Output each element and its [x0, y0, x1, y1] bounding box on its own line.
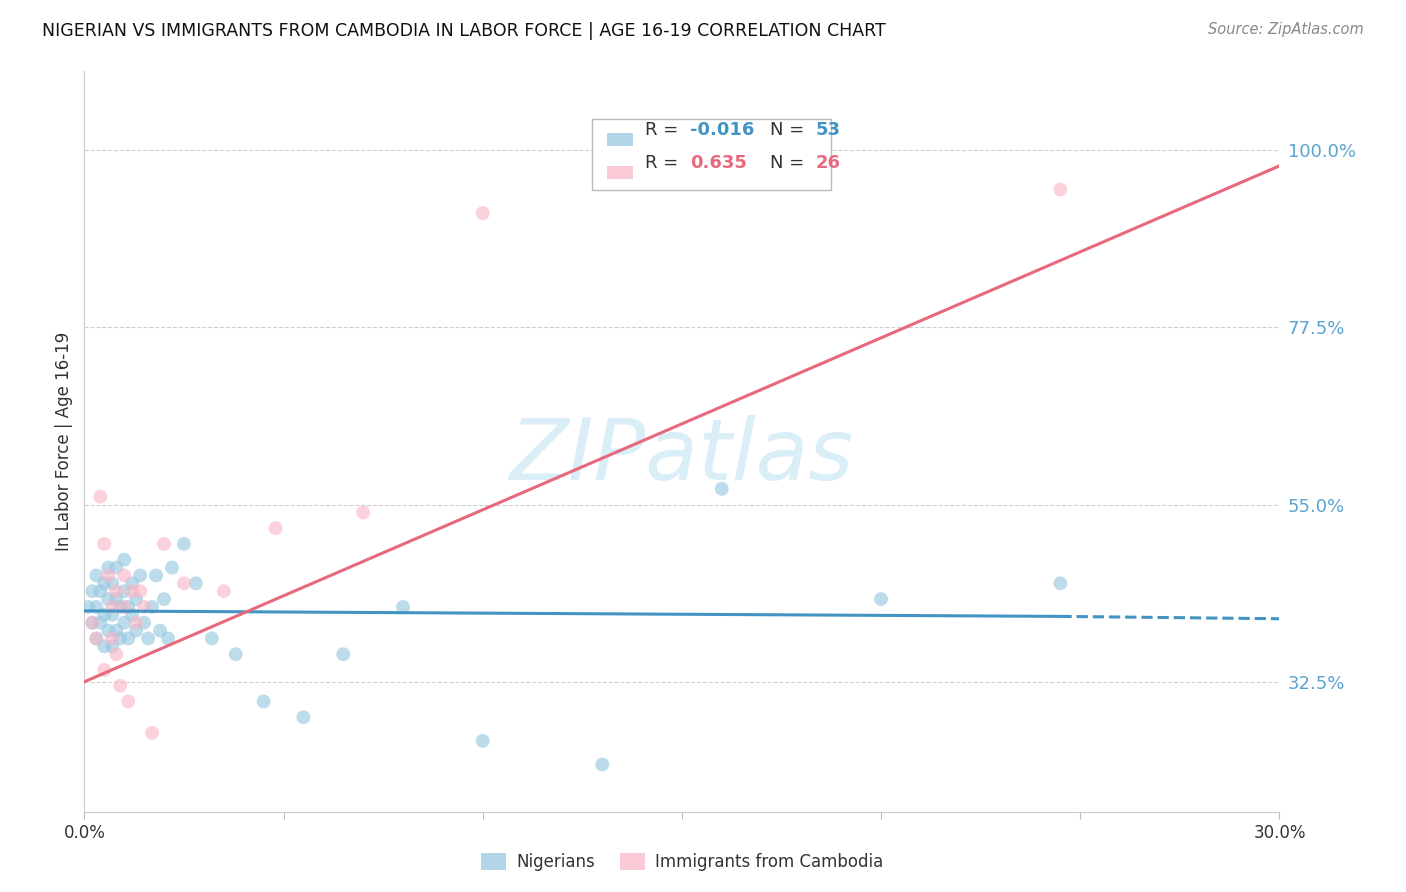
- Point: [86, 599, 108, 614]
- Point: [292, 710, 315, 724]
- Point: [870, 592, 893, 607]
- Point: [591, 757, 613, 772]
- Point: [201, 632, 224, 646]
- Point: [471, 734, 494, 748]
- Point: [352, 505, 374, 519]
- Point: [145, 568, 167, 582]
- Text: N =: N =: [770, 154, 810, 172]
- Point: [89, 615, 111, 630]
- Legend: Nigerians, Immigrants from Cambodia: Nigerians, Immigrants from Cambodia: [474, 846, 890, 878]
- Point: [173, 537, 195, 551]
- Point: [112, 584, 135, 599]
- Point: [97, 624, 120, 638]
- Point: [471, 206, 494, 220]
- Point: [101, 599, 124, 614]
- Point: [105, 584, 128, 599]
- Point: [157, 632, 180, 646]
- Point: [101, 576, 124, 591]
- Point: [101, 640, 124, 654]
- Point: [97, 568, 120, 582]
- Text: ZIPatlas: ZIPatlas: [510, 415, 853, 498]
- Point: [101, 607, 124, 622]
- Text: R =: R =: [645, 154, 689, 172]
- Text: N =: N =: [770, 121, 810, 139]
- Text: R =: R =: [645, 121, 683, 139]
- Point: [129, 568, 152, 582]
- Point: [710, 482, 733, 496]
- Point: [82, 615, 104, 630]
- Point: [149, 624, 172, 638]
- Point: [93, 576, 115, 591]
- Point: [153, 537, 176, 551]
- Point: [264, 521, 287, 535]
- Point: [253, 694, 276, 708]
- Point: [105, 624, 128, 638]
- Point: [117, 632, 139, 646]
- Point: [86, 632, 108, 646]
- Point: [125, 624, 148, 638]
- Text: 53: 53: [815, 121, 841, 139]
- Point: [141, 726, 163, 740]
- Text: NIGERIAN VS IMMIGRANTS FROM CAMBODIA IN LABOR FORCE | AGE 16-19 CORRELATION CHAR: NIGERIAN VS IMMIGRANTS FROM CAMBODIA IN …: [42, 22, 886, 40]
- Point: [93, 607, 115, 622]
- Point: [212, 584, 235, 599]
- Point: [129, 584, 152, 599]
- Point: [153, 592, 176, 607]
- Point: [1049, 182, 1071, 196]
- Point: [105, 592, 128, 607]
- Point: [77, 599, 100, 614]
- Point: [93, 640, 115, 654]
- Point: [141, 599, 163, 614]
- Point: [184, 576, 207, 591]
- Point: [160, 560, 183, 574]
- Point: [392, 599, 415, 614]
- Point: [97, 592, 120, 607]
- Point: [112, 615, 135, 630]
- Point: [82, 615, 104, 630]
- FancyBboxPatch shape: [592, 120, 831, 190]
- Text: 0.635: 0.635: [690, 154, 747, 172]
- Text: -0.016: -0.016: [690, 121, 755, 139]
- Text: 26: 26: [815, 154, 841, 172]
- Point: [86, 568, 108, 582]
- Point: [112, 599, 135, 614]
- Point: [136, 632, 159, 646]
- Point: [110, 632, 132, 646]
- Point: [93, 537, 115, 551]
- Point: [97, 560, 120, 574]
- Point: [1049, 576, 1071, 591]
- Bar: [606, 133, 633, 146]
- Point: [125, 615, 148, 630]
- Point: [332, 647, 354, 661]
- Point: [121, 576, 143, 591]
- Point: [121, 584, 143, 599]
- Point: [89, 490, 111, 504]
- Point: [173, 576, 195, 591]
- Point: [86, 632, 108, 646]
- Point: [121, 607, 143, 622]
- Text: Source: ZipAtlas.com: Source: ZipAtlas.com: [1208, 22, 1364, 37]
- Point: [93, 663, 115, 677]
- Point: [117, 599, 139, 614]
- Point: [132, 615, 156, 630]
- Point: [225, 647, 247, 661]
- Point: [105, 647, 128, 661]
- Point: [117, 694, 139, 708]
- Y-axis label: In Labor Force | Age 16-19: In Labor Force | Age 16-19: [55, 332, 73, 551]
- Point: [112, 552, 135, 566]
- Point: [105, 560, 128, 574]
- Point: [110, 679, 132, 693]
- Bar: [606, 166, 633, 179]
- Point: [101, 632, 124, 646]
- Point: [112, 568, 135, 582]
- Point: [82, 584, 104, 599]
- Point: [125, 592, 148, 607]
- Point: [89, 584, 111, 599]
- Point: [110, 599, 132, 614]
- Point: [132, 599, 156, 614]
